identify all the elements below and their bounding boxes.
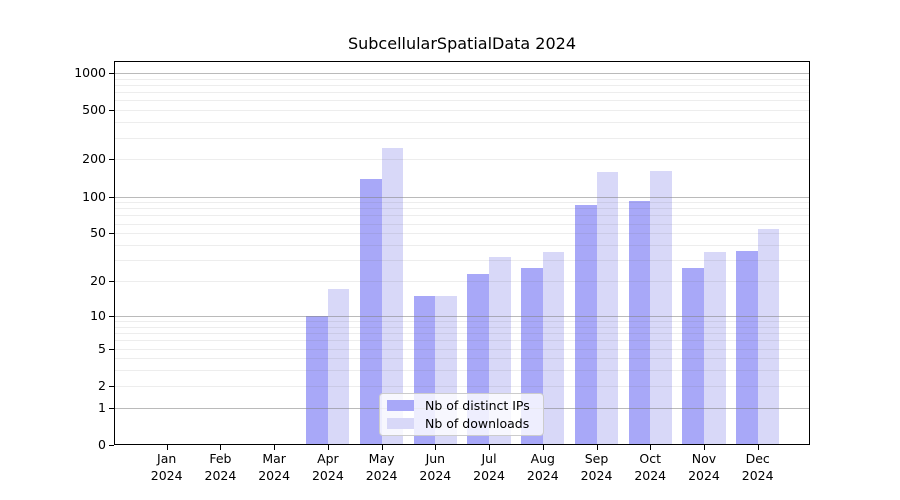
bar-distinct-ips xyxy=(628,200,651,445)
y-tick-label: 1 xyxy=(98,399,106,415)
bar-downloads xyxy=(327,289,350,445)
y-tick-label: 50 xyxy=(90,225,106,241)
legend-item-downloads: Nb of downloads xyxy=(387,416,536,431)
legend-swatch-downloads xyxy=(387,418,414,429)
y-tick-mark xyxy=(109,110,114,112)
legend-label-downloads: Nb of downloads xyxy=(425,416,530,431)
y-tick-label: 0 xyxy=(98,437,106,452)
x-tick-mark xyxy=(274,445,276,450)
x-tick-mark xyxy=(381,445,383,450)
x-tick-mark xyxy=(327,445,329,450)
legend-item-distinct-ips: Nb of distinct IPs xyxy=(387,398,536,413)
x-tick-label: Apr 2024 xyxy=(311,451,344,483)
y-tick-mark xyxy=(109,407,114,409)
chart-title: SubcellularSpatialData 2024 xyxy=(347,34,577,53)
y-tick-mark xyxy=(109,315,114,317)
y-tick-mark xyxy=(109,196,114,198)
legend-swatch-distinct-ips xyxy=(387,400,414,411)
x-tick-label: Nov 2024 xyxy=(688,451,720,483)
bar-distinct-ips xyxy=(306,315,328,445)
y-tick-mark xyxy=(109,445,114,446)
bar-distinct-ips xyxy=(682,267,704,445)
x-tick-label: Oct 2024 xyxy=(634,451,667,483)
x-tick-mark xyxy=(489,445,491,450)
bar-downloads xyxy=(703,252,726,445)
x-tick-label: May 2024 xyxy=(365,451,398,483)
y-tick-mark xyxy=(109,385,114,387)
x-tick-mark xyxy=(757,445,759,450)
y-tick-label: 100 xyxy=(82,188,106,204)
legend-label-distinct-ips: Nb of distinct IPs xyxy=(425,398,530,413)
legend: Nb of distinct IPs Nb of downloads xyxy=(379,393,544,436)
bars-layer xyxy=(114,61,810,445)
x-tick-label: Feb 2024 xyxy=(204,451,237,483)
bar-distinct-ips xyxy=(736,250,758,445)
x-tick-mark xyxy=(650,445,652,450)
x-tick-label: Jul 2024 xyxy=(473,451,505,483)
y-tick-mark xyxy=(109,281,114,283)
y-tick-mark xyxy=(109,159,114,161)
y-tick-label: 10 xyxy=(90,307,106,323)
plot-area xyxy=(114,61,810,445)
y-tick-label: 2 xyxy=(98,377,106,393)
bar-downloads xyxy=(596,172,619,445)
y-tick-label: 1000 xyxy=(74,65,106,80)
y-tick-label: 20 xyxy=(90,273,106,289)
bar-downloads xyxy=(757,229,780,445)
y-tick-label: 500 xyxy=(82,102,106,118)
x-tick-label: Sep 2024 xyxy=(580,451,613,483)
x-tick-label: Aug 2024 xyxy=(526,451,559,483)
x-tick-mark xyxy=(435,445,437,450)
x-tick-label: Jun 2024 xyxy=(419,451,452,483)
bar-downloads xyxy=(650,171,672,445)
y-tick-mark xyxy=(109,233,114,235)
bar-downloads xyxy=(542,252,565,445)
x-tick-mark xyxy=(220,445,222,450)
x-tick-mark xyxy=(703,445,705,450)
bar-distinct-ips xyxy=(574,204,597,445)
bar-downloads xyxy=(381,147,404,445)
y-tick-label: 5 xyxy=(98,340,106,356)
x-tick-mark xyxy=(596,445,598,450)
y-tick-mark xyxy=(109,73,114,74)
x-tick-label: Mar 2024 xyxy=(258,451,291,483)
y-tick-mark xyxy=(109,348,114,350)
x-tick-label: Dec 2024 xyxy=(741,451,774,483)
y-tick-label: 200 xyxy=(82,151,106,167)
x-tick-label: Jan 2024 xyxy=(150,451,183,483)
bar-distinct-ips xyxy=(360,178,382,445)
x-tick-mark xyxy=(542,445,544,450)
x-tick-mark xyxy=(166,445,168,450)
